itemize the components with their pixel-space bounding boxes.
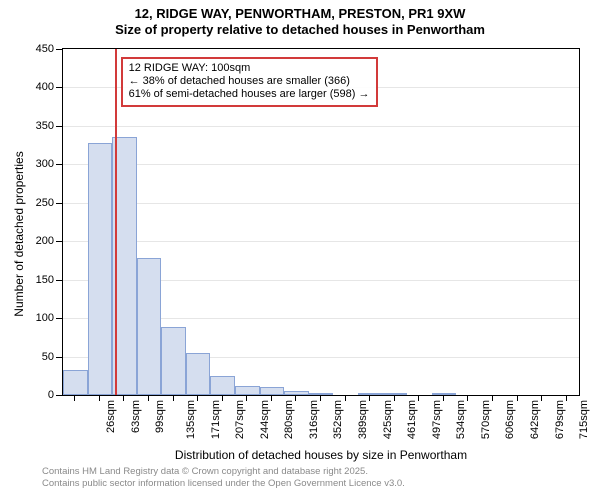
x-tick-mark xyxy=(123,396,124,401)
y-tick-label: 200 xyxy=(36,235,54,247)
x-tick-label: 207sqm xyxy=(234,400,246,439)
x-tick-mark xyxy=(246,396,247,401)
histogram-bar xyxy=(210,376,235,395)
x-tick-mark xyxy=(443,396,444,401)
histogram-bar xyxy=(358,393,383,395)
histogram-bar xyxy=(63,370,88,395)
x-tick-label: 606sqm xyxy=(505,400,517,439)
x-tick-label: 99sqm xyxy=(154,400,166,433)
x-tick-label: 244sqm xyxy=(259,400,271,439)
x-tick-mark xyxy=(99,396,100,401)
histogram-bar xyxy=(260,387,285,395)
histogram-bar xyxy=(161,327,186,395)
x-tick-label: 570sqm xyxy=(480,400,492,439)
x-tick-label: 352sqm xyxy=(333,400,345,439)
footer-line2: Contains public sector information licen… xyxy=(42,478,405,490)
y-tick-label: 250 xyxy=(36,197,54,209)
footer-attribution: Contains HM Land Registry data © Crown c… xyxy=(42,466,405,490)
x-tick-mark xyxy=(222,396,223,401)
chart-container: 12, RIDGE WAY, PENWORTHAM, PRESTON, PR1 … xyxy=(0,0,600,500)
x-tick-mark xyxy=(197,396,198,401)
title-block: 12, RIDGE WAY, PENWORTHAM, PRESTON, PR1 … xyxy=(0,0,600,39)
x-tick-mark xyxy=(418,396,419,401)
x-tick-mark xyxy=(369,396,370,401)
callout-line1: 12 RIDGE WAY: 100sqm xyxy=(129,62,370,75)
x-tick-label: 135sqm xyxy=(185,400,197,439)
property-marker-line xyxy=(115,49,117,395)
histogram-bar xyxy=(88,143,113,395)
x-tick-label: 280sqm xyxy=(283,400,295,439)
histogram-bar xyxy=(235,386,260,395)
x-axis-label: Distribution of detached houses by size … xyxy=(62,448,580,462)
y-tick-label: 400 xyxy=(36,81,54,93)
x-tick-label: 497sqm xyxy=(431,400,443,439)
plot-area: 12 RIDGE WAY: 100sqm ← 38% of detached h… xyxy=(62,48,580,396)
x-tick-label: 715sqm xyxy=(578,400,590,439)
histogram-bar xyxy=(186,353,211,395)
x-tick-mark xyxy=(467,396,468,401)
footer-line1: Contains HM Land Registry data © Crown c… xyxy=(42,466,405,478)
y-tick-label: 0 xyxy=(48,389,54,401)
x-tick-mark xyxy=(320,396,321,401)
x-tick-label: 642sqm xyxy=(529,400,541,439)
y-axis: 050100150200250300350400450 xyxy=(0,48,62,396)
x-axis: 26sqm 63sqm 99sqm 135sqm 171sqm 207sqm 244sqm 2… xyxy=(62,396,580,456)
x-tick-mark xyxy=(148,396,149,401)
x-tick-mark xyxy=(173,396,174,401)
histogram-bar xyxy=(137,258,162,395)
y-tick-label: 100 xyxy=(36,312,54,324)
histogram-bar xyxy=(382,393,407,395)
title-main: 12, RIDGE WAY, PENWORTHAM, PRESTON, PR1 … xyxy=(0,6,600,22)
callout-line3: 61% of semi-detached houses are larger (… xyxy=(129,88,370,101)
x-tick-label: 679sqm xyxy=(554,400,566,439)
title-sub: Size of property relative to detached ho… xyxy=(0,22,600,38)
y-tick-label: 450 xyxy=(36,43,54,55)
x-tick-label: 534sqm xyxy=(455,400,467,439)
x-tick-mark xyxy=(394,396,395,401)
x-tick-mark xyxy=(74,396,75,401)
histogram-bar xyxy=(284,391,309,395)
x-tick-mark xyxy=(517,396,518,401)
histogram-bar xyxy=(309,393,334,395)
y-tick-label: 50 xyxy=(42,351,54,363)
histogram-bar xyxy=(432,393,457,395)
y-tick-label: 350 xyxy=(36,120,54,132)
callout-line2: ← 38% of detached houses are smaller (36… xyxy=(129,75,370,88)
x-tick-label: 316sqm xyxy=(308,400,320,439)
x-tick-mark xyxy=(492,396,493,401)
callout-box: 12 RIDGE WAY: 100sqm ← 38% of detached h… xyxy=(121,57,378,107)
x-tick-label: 389sqm xyxy=(357,400,369,439)
y-tick-label: 300 xyxy=(36,158,54,170)
x-tick-mark xyxy=(566,396,567,401)
x-tick-label: 26sqm xyxy=(105,400,117,433)
x-tick-mark xyxy=(541,396,542,401)
x-tick-label: 171sqm xyxy=(210,400,222,439)
x-tick-label: 425sqm xyxy=(382,400,394,439)
x-tick-label: 461sqm xyxy=(406,400,418,439)
x-tick-mark xyxy=(271,396,272,401)
x-tick-mark xyxy=(345,396,346,401)
y-tick-label: 150 xyxy=(36,274,54,286)
x-tick-mark xyxy=(295,396,296,401)
x-tick-label: 63sqm xyxy=(130,400,142,433)
